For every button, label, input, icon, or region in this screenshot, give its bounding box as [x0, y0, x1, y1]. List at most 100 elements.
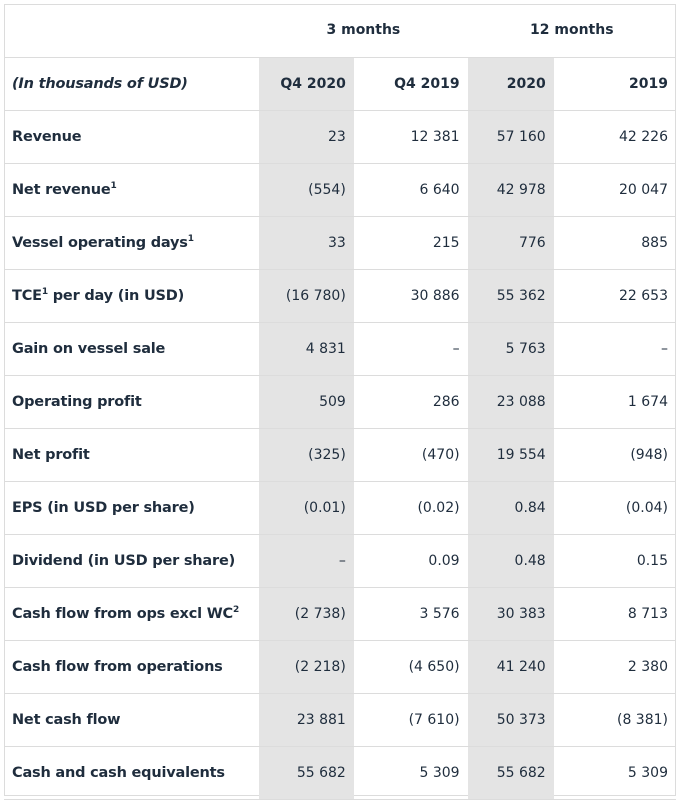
cell-q4-2020: 509	[259, 375, 354, 429]
cell-fy-2020: 19 554	[467, 428, 554, 482]
row-label-text: Operating profit	[12, 393, 142, 410]
footnote-marker: 2	[232, 604, 240, 615]
cell-q4-2019: –	[353, 322, 468, 376]
row-label: EPS (in USD per share)	[4, 481, 260, 535]
cell-fy-2019: (948)	[553, 428, 676, 482]
table-body: Revenue 23 12 381 57 160 42 226 Net revenue1(…	[4, 110, 676, 800]
cell-q4-2019: 6 640	[353, 163, 468, 217]
row-label-text: Net revenue	[12, 181, 111, 198]
row-label-text: Revenue	[12, 128, 82, 145]
table-row: Net cash flow 23 881 (7 610) 50 373 (8 381)	[4, 693, 676, 747]
period-12-months: 12 months	[467, 4, 676, 58]
cell-q4-2019: (0.02)	[353, 481, 468, 535]
cell-fy-2019: –	[553, 322, 676, 376]
row-label-text: EPS (in USD per share)	[12, 499, 195, 516]
table-row: EPS (in USD per share) (0.01) (0.02) 0.84 (0…	[4, 481, 676, 535]
table-row: Vessel operating days1 33 215 776 885	[4, 216, 676, 270]
cell-q4-2019: 215	[353, 216, 468, 270]
cell-q4-2019: 30 886	[353, 269, 468, 323]
cell-q4-2020: 4 831	[259, 322, 354, 376]
cell-q4-2019: 0.09	[353, 534, 468, 588]
table-row: Net profit (325) (470) 19 554 (948)	[4, 428, 676, 482]
cell-q4-2020: (325)	[259, 428, 354, 482]
row-label-text: Dividend (in USD per share)	[12, 552, 236, 569]
cell-fy-2019: (8 381)	[553, 693, 676, 747]
cell-q4-2020: –	[259, 534, 354, 588]
period-header-row: 3 months 12 months	[4, 4, 676, 58]
cell-fy-2020: 41 240	[467, 640, 554, 694]
footnote-marker: 1	[110, 180, 117, 191]
row-label-text: Cash and cash equivalents	[12, 764, 225, 781]
cell-q4-2020: 23 881	[259, 693, 354, 747]
empty-corner	[4, 4, 260, 58]
cell-q4-2019: 3 576	[353, 587, 468, 641]
cell-fy-2020: 23 088	[467, 375, 554, 429]
footnote-marker: 1	[187, 233, 194, 244]
table-row: Dividend (in USD per share) –0.09 0.48 0.15	[4, 534, 676, 588]
row-label-text: Cash flow from operations	[12, 658, 223, 675]
cell-fy-2020: 5 763	[467, 322, 554, 376]
row-label-suffix: per day (in USD)	[47, 287, 185, 304]
table-row: Cash and cash equivalents 55 682 5 309 55 6…	[4, 746, 676, 800]
row-label: Net profit	[4, 428, 260, 482]
row-label: Revenue	[4, 110, 260, 164]
cell-q4-2020: 33	[259, 216, 354, 270]
cell-fy-2020: 776	[467, 216, 554, 270]
cell-fy-2019: (0.04)	[553, 481, 676, 535]
cell-fy-2019: 8 713	[553, 587, 676, 641]
cell-fy-2020: 57 160	[467, 110, 554, 164]
col-header-q4-2020: Q4 2020	[259, 57, 354, 111]
unit-label: (In thousands of USD)	[4, 57, 260, 111]
table-row: Revenue 23 12 381 57 160 42 226	[4, 110, 676, 164]
cell-q4-2020: (2 738)	[259, 587, 354, 641]
cell-q4-2019: (470)	[353, 428, 468, 482]
col-header-2019: 2019	[553, 57, 676, 111]
row-label: Gain on vessel sale	[4, 322, 260, 376]
table-row: Net revenue1 (554) 6 640 42 978 20 047	[4, 163, 676, 217]
cell-fy-2019: 0.15	[553, 534, 676, 588]
cell-q4-2019: (7 610)	[353, 693, 468, 747]
row-label: Dividend (in USD per share)	[4, 534, 260, 588]
table-row: TCE1 per day (in USD) (16 780) 30 886 55 36…	[4, 269, 676, 323]
table-row: Operating profit 509 286 23 088 1 674	[4, 375, 676, 429]
row-label: Cash flow from operations	[4, 640, 260, 694]
cell-q4-2019: 286	[353, 375, 468, 429]
row-label: Net revenue1	[4, 163, 260, 217]
row-label-text: Net cash flow	[12, 711, 121, 728]
row-label: Cash and cash equivalents	[4, 746, 260, 800]
cell-fy-2020: 55 362	[467, 269, 554, 323]
table-row: Cash flow from ops excl WC2 (2 738) 3 576 3…	[4, 587, 676, 641]
cell-fy-2020: 30 383	[467, 587, 554, 641]
footnote-marker: 1	[41, 286, 48, 297]
row-label: Cash flow from ops excl WC2	[4, 587, 260, 641]
cell-fy-2019: 20 047	[553, 163, 676, 217]
col-header-2020: 2020	[467, 57, 554, 111]
cell-q4-2019: 12 381	[353, 110, 468, 164]
col-header-q4-2019: Q4 2019	[353, 57, 468, 111]
period-3-months: 3 months	[259, 4, 468, 58]
cell-q4-2019: 5 309	[353, 746, 468, 800]
table-row: Cash flow from operations (2 218) (4 650) 4…	[4, 640, 676, 694]
cell-q4-2020: (16 780)	[259, 269, 354, 323]
table-row: Gain on vessel sale 4 831–5 763–	[4, 322, 676, 376]
financial-summary-table: 3 months 12 months (In thousands of USD)…	[4, 4, 676, 800]
cell-fy-2020: 42 978	[467, 163, 554, 217]
cell-q4-2020: (2 218)	[259, 640, 354, 694]
cell-fy-2019: 42 226	[553, 110, 676, 164]
cell-q4-2019: (4 650)	[353, 640, 468, 694]
cell-fy-2019: 5 309	[553, 746, 676, 800]
row-label-text: Gain on vessel sale	[12, 340, 166, 357]
row-label: Net cash flow	[4, 693, 260, 747]
cell-fy-2019: 885	[553, 216, 676, 270]
row-label: Vessel operating days1	[4, 216, 260, 270]
row-label-text: Vessel operating days	[12, 234, 188, 251]
cell-fy-2020: 55 682	[467, 746, 554, 800]
cell-q4-2020: (0.01)	[259, 481, 354, 535]
row-label-text: TCE	[12, 287, 42, 304]
row-label-text: Cash flow from ops excl WC	[12, 605, 233, 622]
cell-fy-2019: 1 674	[553, 375, 676, 429]
cell-fy-2020: 0.84	[467, 481, 554, 535]
row-label: Operating profit	[4, 375, 260, 429]
row-label-text: Net profit	[12, 446, 90, 463]
cell-q4-2020: 55 682	[259, 746, 354, 800]
